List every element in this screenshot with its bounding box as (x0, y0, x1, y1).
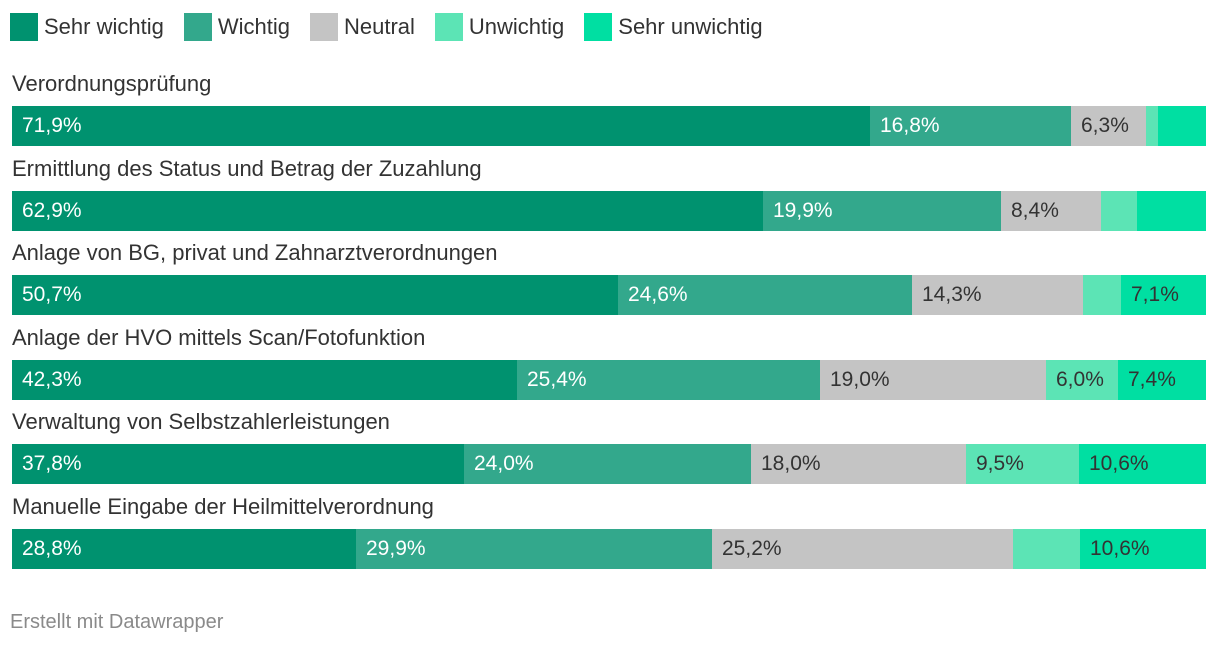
legend-label: Unwichtig (468, 14, 565, 39)
data-label: 8,4% (1011, 198, 1059, 222)
row-title: Manuelle Eingabe der Heilmittelverordnun… (12, 494, 434, 519)
bar-segment (356, 529, 712, 569)
row-title: Anlage von BG, privat und Zahnarztverord… (12, 240, 498, 266)
bar-segment (12, 359, 517, 400)
stacked-bar-chart: Verordnungsprüfung 71,9% 16,8% 6,3% Ermittlu… (12, 71, 1206, 569)
bar-segment (1083, 275, 1121, 316)
data-label: 19,0% (830, 367, 890, 391)
legend-item: Neutral (309, 13, 415, 41)
row-title: Verordnungsprüfung (12, 71, 212, 96)
data-label: 62,9% (22, 198, 82, 222)
bar-segment (1071, 106, 1146, 146)
bar-segment (1013, 529, 1080, 569)
data-label: 37,8% (22, 452, 82, 476)
legend-swatch (10, 13, 38, 41)
bar-segment (1158, 106, 1206, 146)
bar-segment (1001, 190, 1101, 231)
legend-label: Sehr wichtig (44, 14, 164, 39)
bar-segment (12, 106, 870, 146)
legend-item: Sehr unwichtig (584, 13, 763, 41)
legend-item: Wichtig (183, 13, 290, 41)
bar-row: 62,9% 19,9% 8,4% (12, 190, 1206, 231)
bar-row: 28,8% 29,9% 25,2% 10,6% (12, 529, 1206, 569)
bar-segment (12, 444, 464, 485)
legend-label: Wichtig (217, 14, 290, 39)
bar-segment (1137, 190, 1206, 231)
legend-label: Sehr unwichtig (618, 14, 763, 39)
bar-segment (517, 359, 820, 400)
data-label: 10,6% (1090, 537, 1150, 560)
legend-item: Sehr wichtig (10, 13, 164, 41)
bar-segment (1121, 275, 1206, 316)
footer-credit: Erstellt mit Datawrapper (10, 611, 224, 633)
bar-row: 37,8% 24,0% 18,0% 9,5% 10,6% (12, 444, 1206, 485)
bar-segment (1146, 106, 1158, 146)
legend-swatch (183, 13, 212, 41)
data-label: 24,6% (628, 283, 688, 307)
data-label: 24,0% (474, 452, 534, 476)
data-label: 6,3% (1081, 114, 1129, 137)
legend-item: Unwichtig (434, 13, 565, 41)
bar-segment (1101, 190, 1137, 231)
chart-legend: Sehr wichtig Wichtig Neutral Unwichtig Sehr … (10, 12, 783, 42)
bar-segment (618, 275, 912, 316)
bar-segment (1118, 359, 1206, 400)
row-title: Verwaltung von Selbstzahlerleistungen (12, 409, 390, 435)
data-label: 19,9% (773, 198, 833, 222)
bar-segment (12, 190, 763, 231)
bar-segment (464, 444, 751, 485)
data-label: 18,0% (761, 452, 821, 476)
bar-segment (12, 275, 618, 316)
data-label: 29,9% (366, 537, 426, 560)
data-label: 28,8% (22, 537, 82, 560)
bar-row: 50,7% 24,6% 14,3% 7,1% (12, 275, 1206, 316)
bar-segment (763, 190, 1001, 231)
legend-swatch (309, 13, 338, 41)
data-label: 7,4% (1128, 367, 1176, 391)
bar-segment (1080, 529, 1206, 569)
data-label: 50,7% (22, 283, 82, 307)
data-label: 42,3% (22, 367, 82, 391)
legend-swatch (584, 13, 613, 41)
row-title: Ermittlung des Status und Betrag der Zuz… (12, 155, 482, 181)
bar-segment (870, 106, 1071, 146)
data-label: 16,8% (880, 114, 940, 137)
bar-row: 42,3% 25,4% 19,0% 6,0% 7,4% (12, 359, 1206, 400)
data-label: 7,1% (1131, 283, 1179, 307)
bar-segment (820, 359, 1046, 400)
row-title: Anlage der HVO mittels Scan/Fotofunktion (12, 324, 426, 350)
data-label: 10,6% (1089, 452, 1149, 476)
bar-row: 71,9% 16,8% 6,3% (12, 106, 1206, 146)
bar-segment (1046, 359, 1118, 400)
data-label: 9,5% (976, 452, 1024, 476)
bar-segment (1079, 444, 1206, 485)
bar-segment (12, 529, 356, 569)
data-label: 14,3% (922, 283, 982, 307)
legend-swatch (434, 13, 463, 41)
bar-segment (712, 529, 1013, 569)
data-label: 25,2% (722, 537, 782, 560)
bar-segment (912, 275, 1083, 316)
bar-segment (751, 444, 966, 485)
data-label: 71,9% (22, 114, 82, 137)
legend-label: Neutral (343, 14, 415, 39)
data-label: 6,0% (1056, 367, 1104, 391)
bar-segment (966, 444, 1079, 485)
data-label: 25,4% (527, 367, 587, 391)
